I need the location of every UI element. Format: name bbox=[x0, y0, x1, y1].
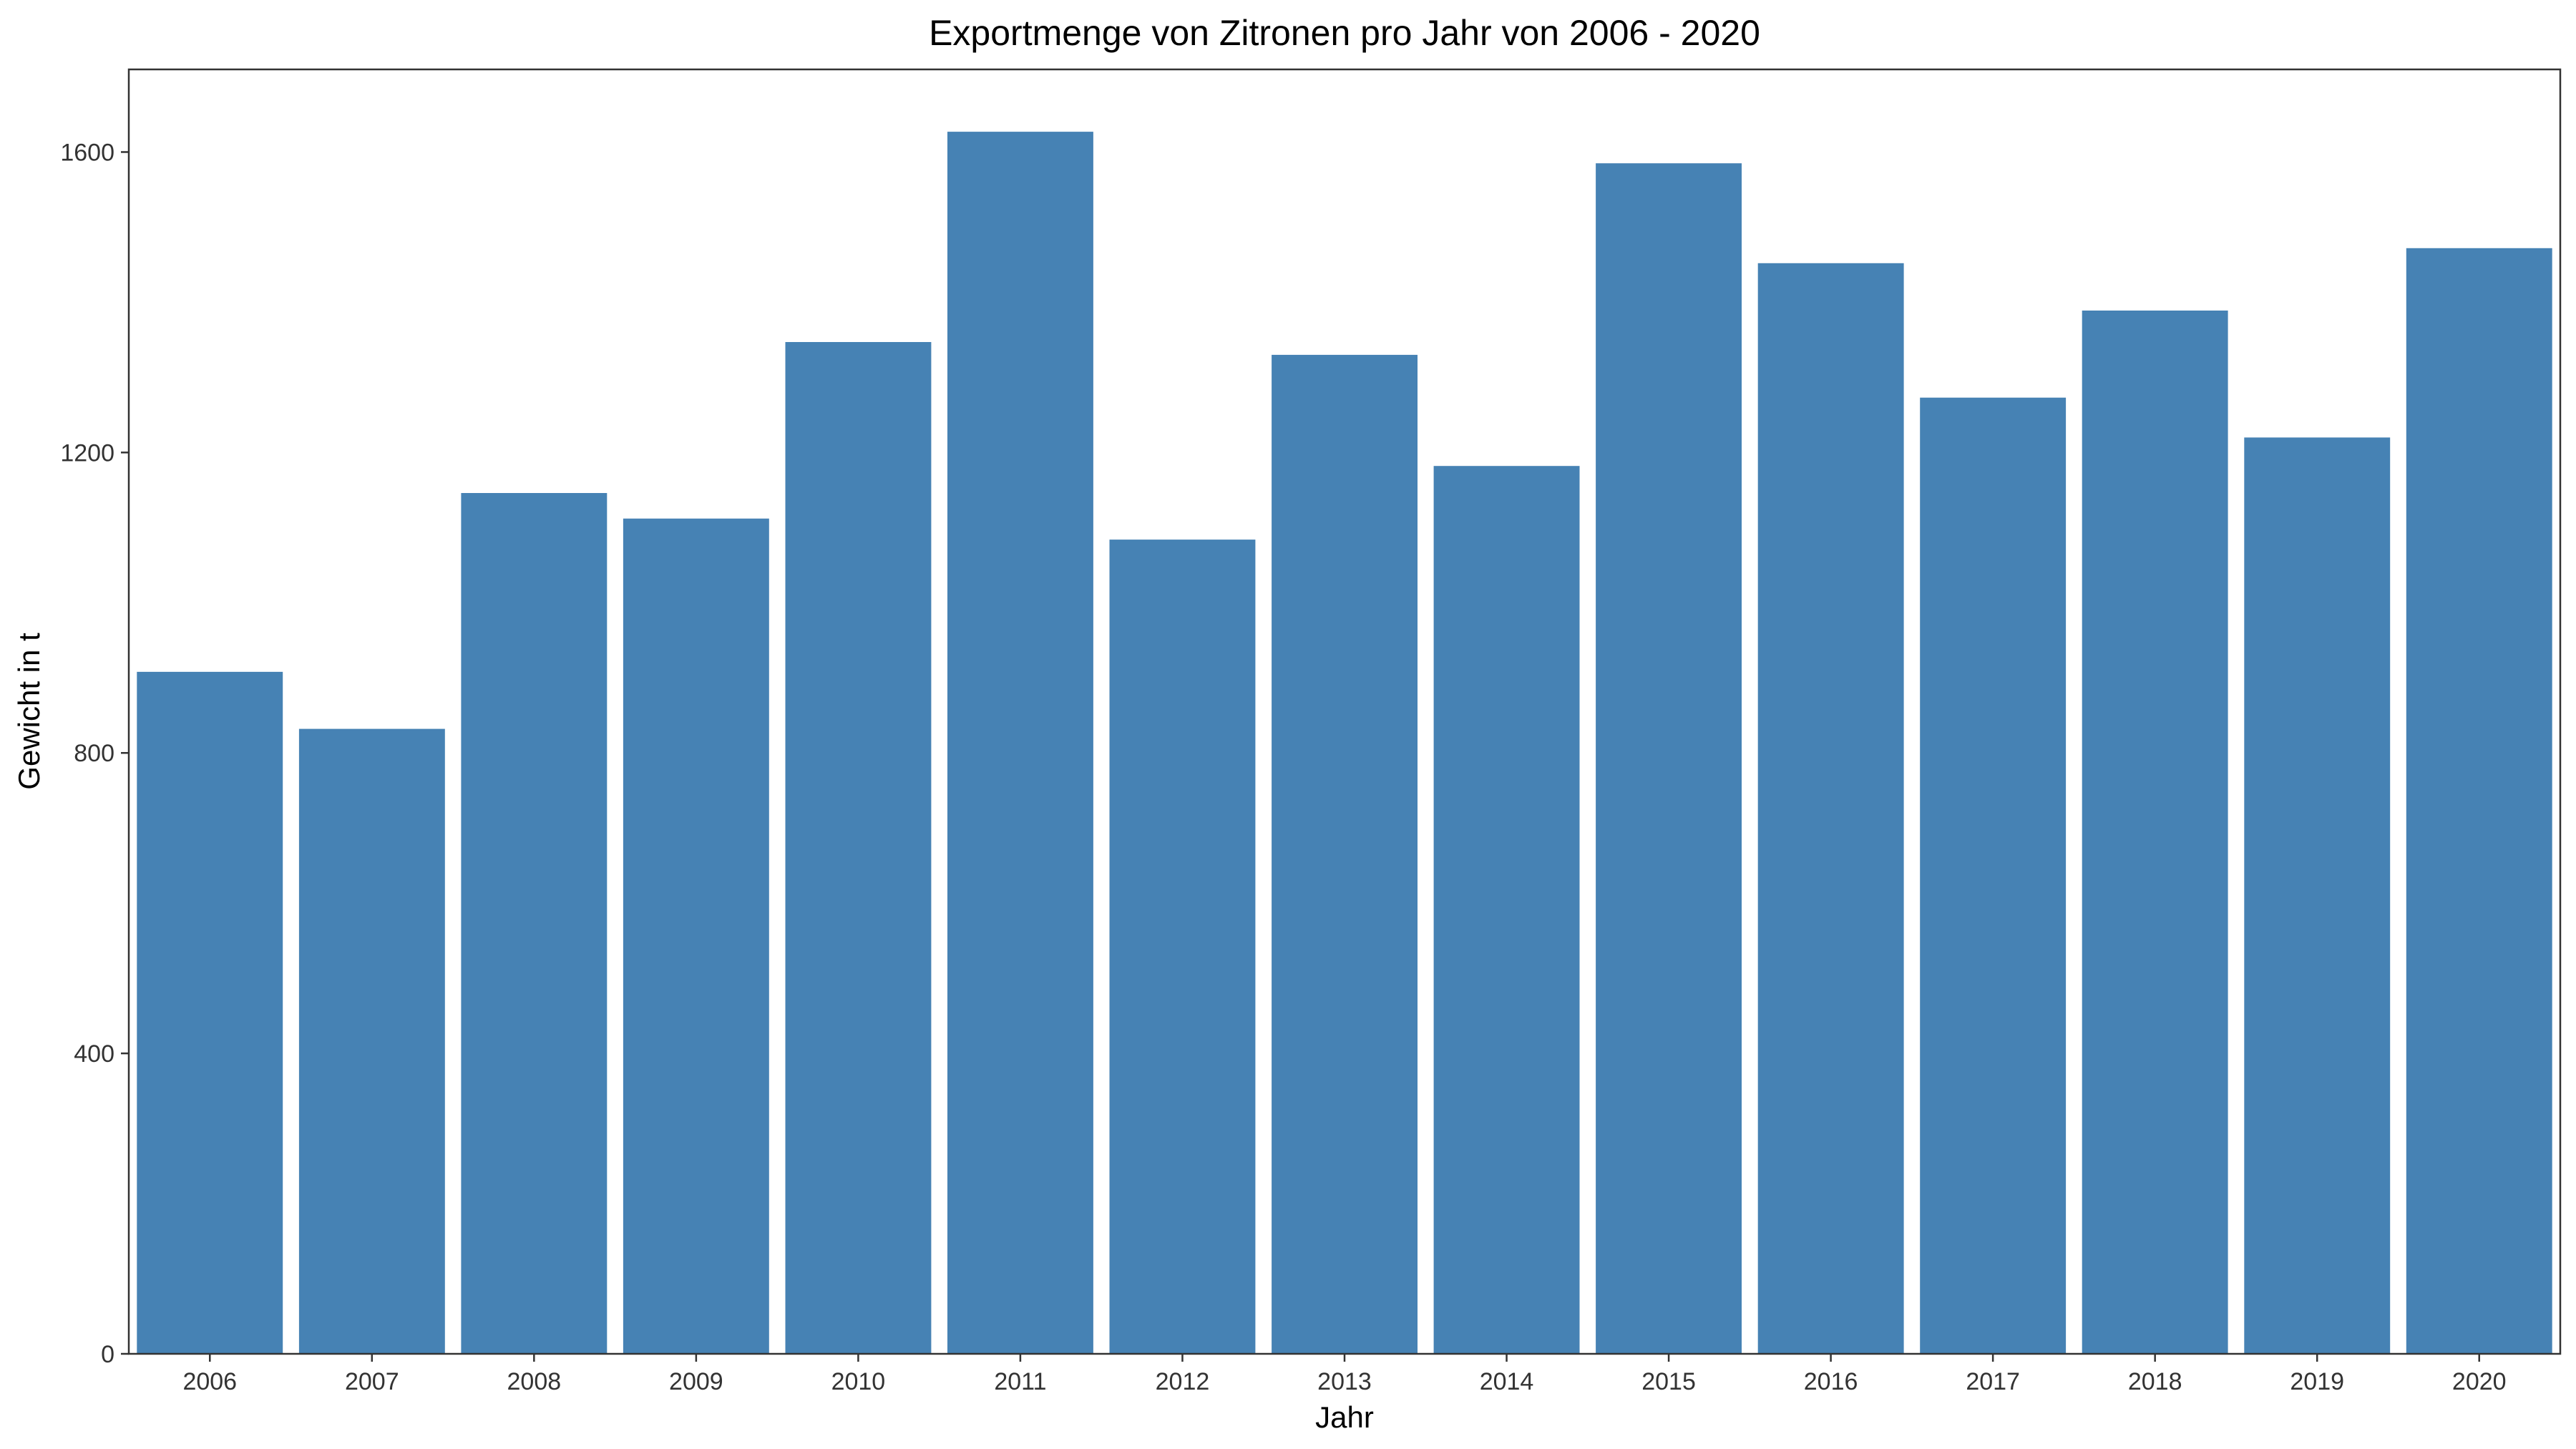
x-axis: 2006 2007 2008 2009 2010 2011 2012 2013 2014 2015… bbox=[182, 1354, 2507, 1395]
bar-2014 bbox=[1433, 466, 1580, 1355]
x-tick-label: 2011 bbox=[994, 1368, 1046, 1395]
x-tick-label: 2015 bbox=[1641, 1368, 1696, 1395]
x-tick-label: 2007 bbox=[345, 1368, 399, 1395]
x-tick-label: 2009 bbox=[669, 1368, 723, 1395]
bar-2011 bbox=[947, 132, 1093, 1355]
bar-2017 bbox=[1920, 397, 2067, 1355]
bar-2016 bbox=[1757, 263, 1904, 1354]
chart-title: Exportmenge von Zitronen pro Jahr von 20… bbox=[929, 13, 1760, 53]
bar-group bbox=[137, 132, 2552, 1355]
x-tick-label: 2017 bbox=[1966, 1368, 2020, 1395]
bar-2007 bbox=[298, 728, 445, 1354]
bar-2018 bbox=[2082, 311, 2228, 1354]
y-axis-title: Gewicht in t bbox=[12, 633, 46, 790]
bar-2020 bbox=[2406, 248, 2552, 1354]
x-tick-label: 2018 bbox=[2128, 1368, 2182, 1395]
y-tick-label: 800 bbox=[74, 740, 114, 767]
y-tick-label: 1200 bbox=[60, 439, 114, 467]
bar-2009 bbox=[623, 518, 769, 1355]
bar-2013 bbox=[1272, 354, 1418, 1354]
x-tick-label: 2014 bbox=[1480, 1368, 1534, 1395]
y-tick-label: 400 bbox=[74, 1040, 114, 1068]
x-tick-label: 2006 bbox=[182, 1368, 237, 1395]
y-tick-label: 0 bbox=[101, 1341, 114, 1368]
x-tick-label: 2010 bbox=[831, 1368, 886, 1395]
x-tick-label: 2019 bbox=[2290, 1368, 2344, 1395]
x-axis-title: Jahr bbox=[1315, 1400, 1374, 1434]
x-tick-label: 2008 bbox=[507, 1368, 562, 1395]
bar-2019 bbox=[2244, 437, 2391, 1354]
x-tick-label: 2016 bbox=[1804, 1368, 1858, 1395]
plot-panel-border bbox=[127, 68, 2562, 1355]
bar-2015 bbox=[1596, 163, 1742, 1355]
x-tick-label: 2013 bbox=[1317, 1368, 1372, 1395]
bar-2010 bbox=[785, 342, 932, 1354]
y-tick-label: 1600 bbox=[60, 139, 114, 166]
bar-2006 bbox=[137, 671, 283, 1354]
bar-2012 bbox=[1109, 540, 1256, 1354]
x-tick-label: 2020 bbox=[2452, 1368, 2507, 1395]
bar-2008 bbox=[461, 493, 608, 1354]
x-tick-label: 2012 bbox=[1156, 1368, 1210, 1395]
y-axis: 0 400 800 1200 1600 bbox=[60, 139, 129, 1368]
